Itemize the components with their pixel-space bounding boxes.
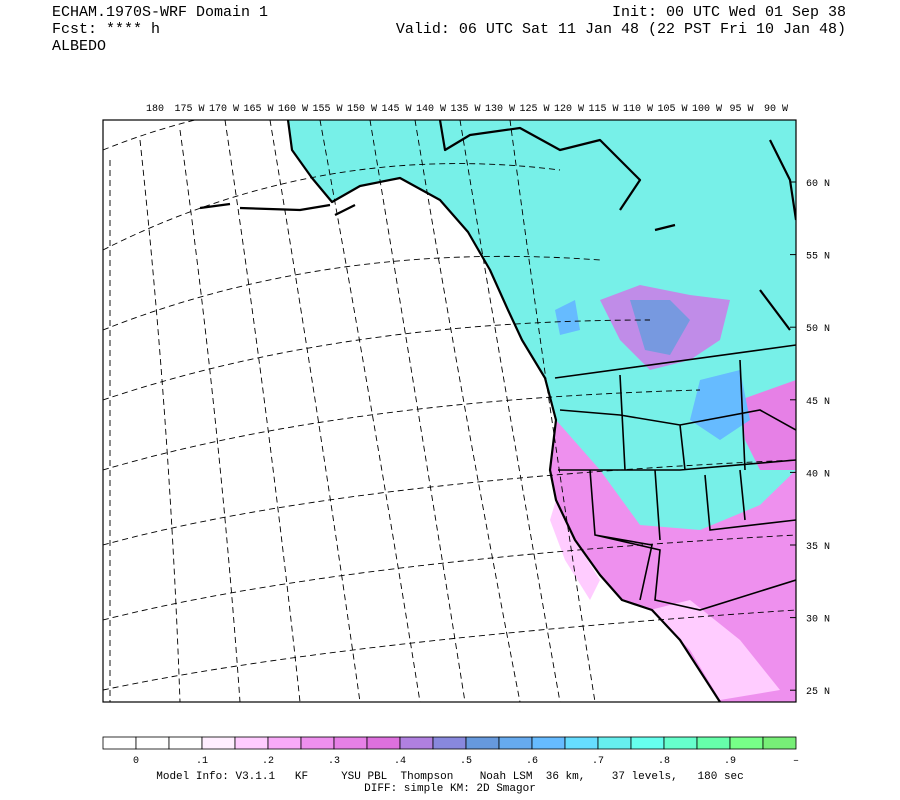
lat-label: 40 N <box>806 469 830 480</box>
lat-label: 30 N <box>806 615 830 626</box>
coastline <box>199 120 796 331</box>
lon-label: 145 W <box>381 104 411 115</box>
header-left: ALBEDO <box>52 38 106 55</box>
colorbar-box <box>465 736 500 750</box>
colorbar-label: – <box>793 756 799 767</box>
colorbar-label: .4 <box>394 756 406 767</box>
map-frame <box>102 119 797 703</box>
lon-label: 125 W <box>519 104 549 115</box>
lon-label: 105 W <box>657 104 687 115</box>
violet-region <box>740 380 796 470</box>
colorbar-label: .9 <box>724 756 736 767</box>
blue-region <box>555 300 750 440</box>
graticule <box>103 120 796 702</box>
colorbar-box <box>234 736 269 750</box>
lon-label: 95 W <box>729 104 753 115</box>
colorbar-label: .8 <box>658 756 670 767</box>
lon-label: 135 W <box>450 104 480 115</box>
lon-label: 175 W <box>174 104 204 115</box>
colorbar-box <box>135 736 170 750</box>
lon-label: 100 W <box>692 104 722 115</box>
lon-label: 165 W <box>243 104 273 115</box>
colorbar-label: .2 <box>262 756 274 767</box>
lat-label: 50 N <box>806 324 830 335</box>
colorbar-label: 0 <box>133 756 139 767</box>
colorbar-box <box>432 736 467 750</box>
colorbar-box <box>597 736 632 750</box>
borders <box>554 344 796 611</box>
blue-region <box>630 300 690 355</box>
pink-region <box>550 500 780 700</box>
colorbar-box <box>267 736 302 750</box>
header-right: Valid: 06 UTC Sat 11 Jan 48 (22 PST Fri … <box>396 21 846 38</box>
colorbar-label: .1 <box>196 756 208 767</box>
colorbar-box <box>564 736 599 750</box>
coastline <box>286 120 721 702</box>
colorbar-box <box>102 736 137 750</box>
lon-label: 150 W <box>347 104 377 115</box>
colorbar-label: .7 <box>592 756 604 767</box>
lon-label: 160 W <box>278 104 308 115</box>
lat-label: 25 N <box>806 687 830 698</box>
colorbar-box <box>333 736 368 750</box>
colorbar-label: .3 <box>328 756 340 767</box>
colorbar-box <box>762 736 797 750</box>
lon-label: 115 W <box>588 104 618 115</box>
lat-label: 45 N <box>806 397 830 408</box>
lon-label: 155 W <box>312 104 342 115</box>
colorbar-box <box>630 736 665 750</box>
header-left: Fcst: **** h <box>52 21 160 38</box>
colorbar-box <box>729 736 764 750</box>
colorbar-box <box>399 736 434 750</box>
lon-label: 180 <box>146 104 164 115</box>
header-right: Init: 00 UTC Wed 01 Sep 38 <box>612 4 846 21</box>
colorbar-box <box>168 736 203 750</box>
lat-label: 55 N <box>806 252 830 263</box>
lon-label: 170 W <box>209 104 239 115</box>
lon-label: 120 W <box>554 104 584 115</box>
violet-region <box>550 420 796 702</box>
colorbar-box <box>663 736 698 750</box>
colorbar-box <box>201 736 236 750</box>
colorbar-box <box>531 736 566 750</box>
colorbar-box <box>300 736 335 750</box>
footer: DIFF: simple KM: 2D Smagor <box>364 783 536 795</box>
lat-label: 60 N <box>806 179 830 190</box>
footer: Model Info: V3.1.1 KF YSU PBL Thompson N… <box>156 771 744 783</box>
colorbar-label: .6 <box>526 756 538 767</box>
colorbar-box <box>696 736 731 750</box>
lon-label: 110 W <box>623 104 653 115</box>
colorbar-box <box>366 736 401 750</box>
lat-label: 35 N <box>806 542 830 553</box>
header-left: ECHAM.1970S-WRF Domain 1 <box>52 4 268 21</box>
lon-label: 130 W <box>485 104 515 115</box>
lon-label: 90 W <box>764 104 788 115</box>
colorbar-label: .5 <box>460 756 472 767</box>
map <box>103 120 796 702</box>
lon-label: 140 W <box>416 104 446 115</box>
colorbar-box <box>498 736 533 750</box>
colorbar: 0 .1 .2 .3 .4 .5 .6 .7 .8 .9 – <box>102 736 799 767</box>
map-ticks: 180 175 W 170 W 165 W 160 W 155 W 150 W 145 W 14… <box>146 104 830 698</box>
